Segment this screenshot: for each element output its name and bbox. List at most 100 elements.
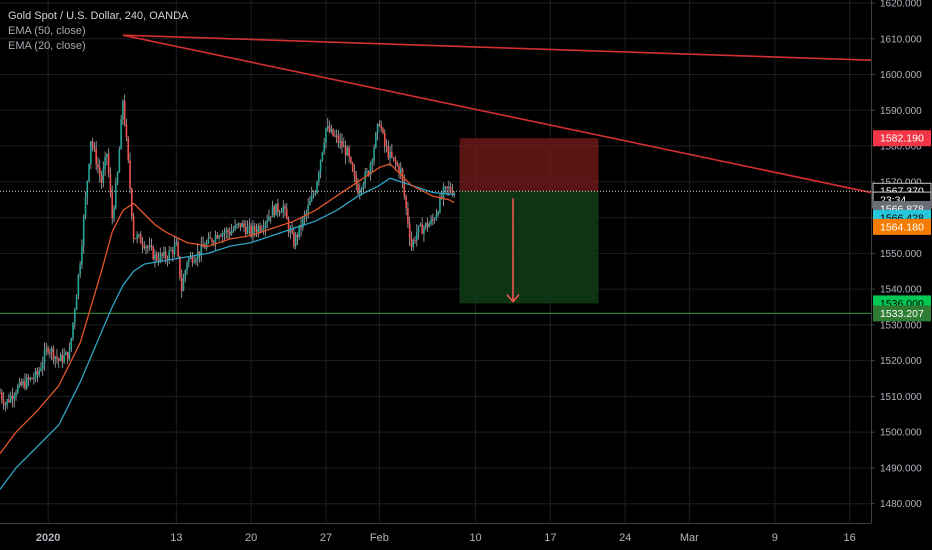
symbol-title[interactable]: Gold Spot / U.S. Dollar, 240, OANDA [8,10,189,22]
candle-body [364,172,366,185]
candle-body [285,208,288,220]
position-zones[interactable] [459,138,599,304]
time-axis-bg [0,523,871,550]
candle-body [211,238,213,242]
candle-body [385,145,388,147]
candle-body [191,256,194,263]
candle-body [382,128,384,133]
candle-body [70,338,73,350]
candle-body [439,196,441,213]
candle-body [307,205,309,213]
candle-body [245,227,247,234]
candle-body [415,232,418,241]
candle-body [414,240,416,242]
trendlines[interactable] [122,34,872,194]
candle-body [189,256,192,259]
candle-body [305,212,308,216]
candle-body [428,223,431,228]
candle-body [182,278,185,291]
time-tick-label: 13 [170,532,182,544]
price-tick-label: 1600.000 [880,70,922,81]
candle-body [294,235,297,247]
candle-body [40,368,42,371]
price-label-bg [873,218,931,235]
price-tick-label: 1610.000 [880,34,922,45]
price-tick-label: 1550.000 [880,249,922,260]
candle-body [204,247,206,249]
candle-body [271,206,274,218]
candle-body [278,211,281,213]
candle-body [266,220,268,223]
candle-body [289,230,292,233]
candle-body [424,222,427,228]
candle-body [273,206,276,216]
candle-body [143,245,146,249]
candle-body [18,381,21,387]
candle-body [277,203,279,212]
candle-body [109,174,112,194]
ema50-legend[interactable]: EMA (50, close) [8,25,86,37]
ema20-legend[interactable]: EMA (20, close) [8,40,86,52]
candle-body [63,355,65,363]
candle-body [357,184,359,194]
candle-body [214,235,217,243]
candle-body [437,212,439,215]
time-tick-label: 27 [320,532,332,544]
candle-body [45,348,48,351]
candle-body [449,186,452,192]
price-axis[interactable]: 1620.000 1610.000 1600.000 1590.000 1580.000… [871,0,932,550]
candle-body [148,245,151,248]
candle-body [319,160,322,173]
candle-body [318,172,320,182]
candle-body [362,184,365,189]
candle-body [225,229,228,233]
candle-body [410,238,413,248]
time-tick-label: Feb [370,532,389,544]
candle-body [77,274,80,296]
time-tick-label: 9 [772,532,778,544]
candle-body [20,381,23,386]
candle-body [139,234,142,244]
candle-body [50,348,53,352]
candle-body [74,310,76,323]
price-label-bg [873,130,931,147]
time-axis[interactable]: 2020 13 20 27 Feb 10 17 24 Mar 9 16 [0,523,871,550]
candle-body [98,167,101,176]
chart-legend: Gold Spot / U.S. Dollar, 240, OANDA EMA … [8,9,188,54]
candle-body [132,216,135,239]
candle-body [123,100,126,125]
candle-body [127,137,130,161]
price-labels: 1582.1901567.37023:341566.8781566.428156… [872,130,932,322]
candle-body [145,246,147,249]
stop-loss-zone [459,138,599,192]
candle-body [17,386,19,393]
candle-body [435,214,438,220]
candle-body [230,231,233,235]
candle-body [398,165,400,173]
candle-body [310,195,313,202]
ema50-line [0,177,455,490]
candle-body [330,128,333,132]
candle-body [378,123,381,126]
candle-body [207,237,210,243]
candle-body [252,226,254,235]
candle-body [293,232,295,247]
trendline-1 [122,34,872,62]
grid [0,0,871,523]
candle-body [284,206,286,209]
candle-body [261,229,263,231]
candle-body [403,181,406,197]
candle-body [152,247,154,260]
candle-body [316,181,318,193]
candle-body [90,141,92,164]
candle-body [49,351,51,353]
candle-body [257,226,260,233]
candle-body [22,381,24,386]
candle-body [314,192,317,195]
candle-body [341,140,343,148]
candle-body [355,175,358,185]
candle-body [401,168,404,182]
candle-body [221,232,224,237]
candle-body [353,171,356,176]
